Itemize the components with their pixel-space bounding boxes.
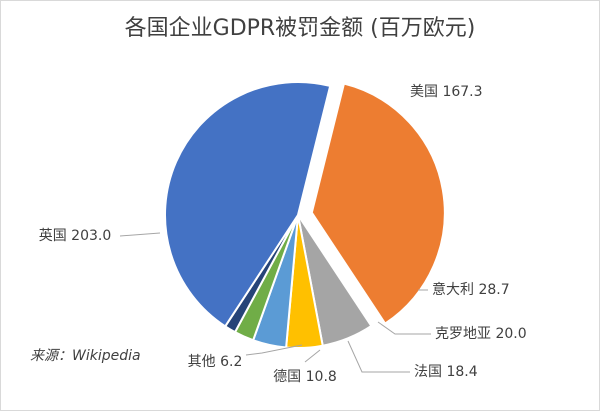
source-note: 来源：Wikipedia (30, 348, 141, 364)
data-label-1: 美国 167.3 (410, 84, 483, 100)
data-label-5: 德国 10.8 (273, 369, 337, 385)
pie-slice-7 (164, 81, 332, 328)
data-label-2: 意大利 28.7 (432, 281, 510, 298)
leader-line-3 (377, 321, 431, 335)
data-label-6: 其他 6.2 (188, 354, 243, 370)
leader-line-6 (245, 344, 303, 356)
data-label-4: 法国 18.4 (414, 364, 478, 380)
pie-slice-1 (310, 82, 446, 325)
leader-line-7 (119, 232, 161, 237)
data-label-7: 英国 203.0 (39, 227, 112, 244)
chart-title: 各国企业GDPR被罚金额 (百万欧元) (124, 16, 476, 41)
data-label-3: 克罗地亚 20.0 (435, 326, 527, 342)
leader-line-5 (304, 349, 321, 363)
leader-line-4 (347, 340, 410, 373)
